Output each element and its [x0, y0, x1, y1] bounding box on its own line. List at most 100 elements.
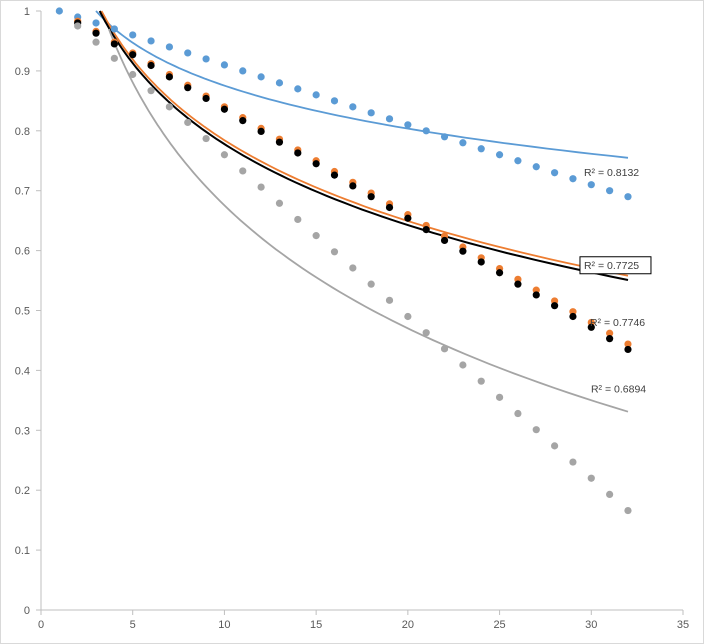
point-series-1 [587, 181, 595, 189]
point-series-3 [367, 193, 375, 201]
point-series-4 [514, 409, 522, 418]
r2-label-series-2: R² = 0.7725 [584, 260, 639, 272]
point-series-1 [532, 163, 540, 171]
point-series-1 [404, 121, 412, 129]
point-series-3 [110, 40, 118, 48]
point-series-4 [165, 103, 173, 111]
point-series-3 [165, 73, 173, 81]
point-series-4 [606, 490, 614, 498]
y-tick-label: 0.6 [15, 246, 30, 258]
point-series-4 [349, 264, 357, 272]
point-series-1 [440, 133, 449, 141]
point-series-1 [257, 73, 265, 81]
data-points [55, 7, 632, 515]
point-series-4 [312, 232, 320, 240]
point-series-4 [459, 361, 467, 369]
point-series-1 [367, 109, 375, 117]
r-squared-labels: R² = 0.8132 R² = 0.7725 R² = 0.7746 R² = 0.… [579, 167, 652, 396]
point-series-4 [440, 345, 449, 353]
r2-label-series-1: R² = 0.8132 [584, 167, 639, 179]
y-tick-label: 0.4 [15, 365, 30, 377]
point-series-4 [110, 54, 118, 62]
point-series-3 [147, 61, 155, 70]
point-series-3 [349, 182, 357, 190]
y-tick-label: 0.9 [15, 66, 30, 78]
point-series-4 [422, 329, 430, 337]
point-series-4 [551, 442, 559, 450]
point-series-1 [110, 25, 118, 33]
point-series-4 [275, 199, 284, 207]
point-series-1 [165, 43, 173, 51]
point-series-3 [330, 171, 339, 179]
point-series-4 [92, 38, 100, 46]
point-series-4 [495, 393, 504, 401]
point-series-3 [569, 312, 577, 321]
point-series-4 [184, 118, 192, 127]
point-series-3 [184, 84, 192, 92]
point-series-1 [275, 79, 284, 87]
x-tick-label: 35 [677, 619, 689, 631]
point-series-1 [569, 175, 577, 183]
point-series-3 [532, 291, 540, 299]
point-series-3 [92, 29, 100, 37]
point-series-1 [220, 61, 229, 69]
point-series-4 [239, 167, 247, 175]
point-series-1 [129, 31, 137, 39]
point-series-4 [147, 87, 155, 95]
point-series-1 [184, 49, 192, 57]
x-tick-label: 25 [493, 619, 505, 631]
point-series-4 [294, 215, 302, 224]
point-series-1 [349, 103, 357, 111]
y-tick-label: 0.8 [15, 126, 30, 138]
point-series-4 [74, 22, 82, 30]
point-series-3 [385, 203, 394, 212]
r2-label-box[interactable] [579, 256, 652, 275]
point-series-1 [147, 37, 155, 45]
point-series-1 [202, 55, 210, 63]
point-series-3 [606, 335, 614, 343]
trendlines [95, 10, 629, 413]
trendline-4 [108, 28, 629, 413]
r2-label-series-3: R² = 0.7746 [590, 317, 645, 329]
point-series-4 [385, 296, 394, 304]
point-series-3 [514, 280, 522, 288]
y-axis-ticks: 0 0.1 0.2 0.3 0.4 0.5 0.6 0.7 0.8 0.9 1 [15, 6, 41, 617]
point-series-4 [587, 474, 595, 482]
x-tick-label: 20 [402, 619, 414, 631]
y-tick-label: 0.5 [15, 306, 30, 318]
x-tick-label: 10 [218, 619, 230, 631]
point-series-1 [477, 145, 485, 153]
y-tick-label: 0 [24, 605, 30, 617]
trendline-1 [95, 10, 629, 159]
point-series-4 [202, 134, 210, 143]
point-series-4 [624, 506, 632, 515]
point-series-4 [404, 312, 412, 321]
point-series-3 [257, 127, 265, 135]
point-series-3 [275, 138, 284, 146]
point-series-4 [477, 377, 485, 385]
point-series-4 [330, 248, 339, 256]
point-series-1 [55, 7, 63, 15]
point-series-3 [202, 94, 210, 103]
point-series-1 [459, 139, 467, 147]
point-series-3 [459, 247, 467, 255]
r2-label-series-4: R² = 0.6894 [591, 384, 646, 396]
point-series-4 [367, 280, 375, 288]
point-series-1 [495, 151, 504, 159]
y-tick-label: 0.1 [15, 545, 30, 557]
point-series-1 [294, 85, 302, 93]
point-series-3 [587, 323, 595, 331]
point-series-3 [294, 149, 302, 157]
x-axis-ticks: 0 5 10 15 20 25 30 35 [38, 610, 689, 631]
point-series-1 [239, 67, 247, 75]
y-tick-label: 1 [24, 6, 30, 18]
point-series-1 [551, 169, 559, 177]
point-series-3 [477, 258, 485, 266]
point-series-1 [422, 127, 430, 135]
point-series-4 [532, 426, 540, 434]
point-series-3 [220, 105, 229, 113]
point-series-1 [330, 97, 339, 105]
point-series-3 [495, 269, 504, 277]
point-series-4 [220, 151, 229, 159]
